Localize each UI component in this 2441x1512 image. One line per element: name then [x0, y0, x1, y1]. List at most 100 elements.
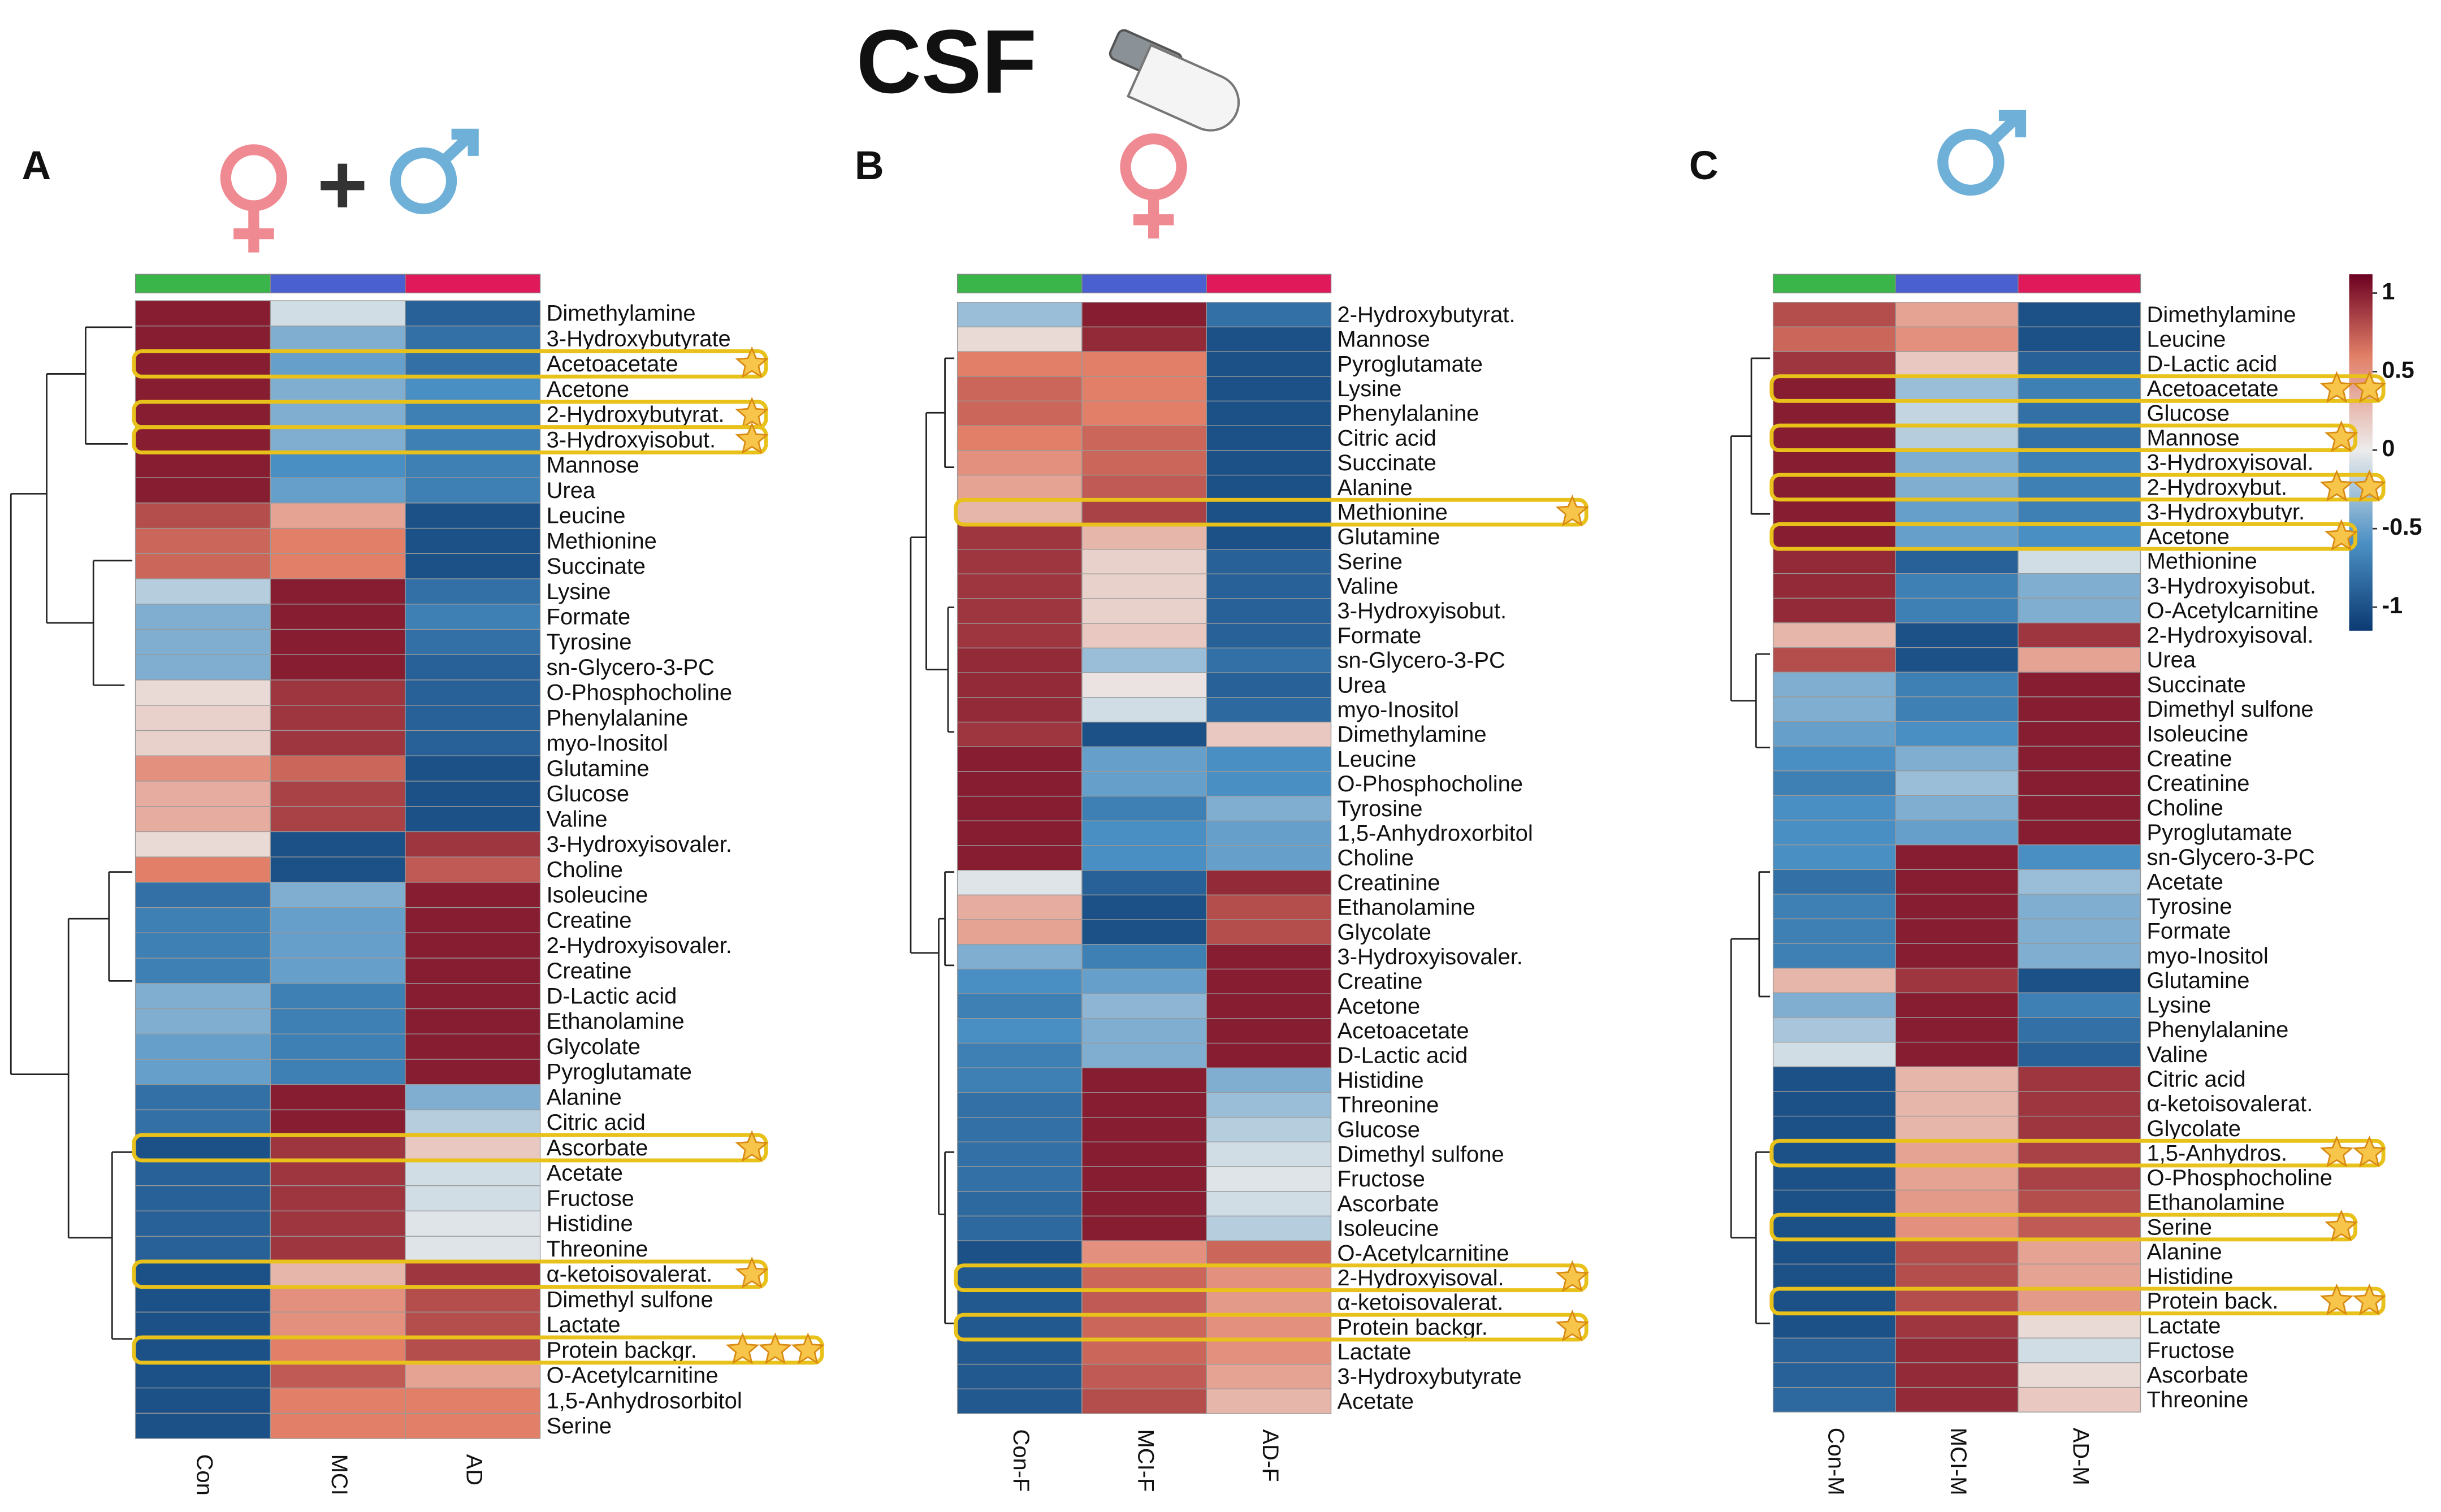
heatmap-cell	[1772, 425, 1896, 451]
highlight-box	[132, 1133, 768, 1163]
heatmap-cell	[1206, 1166, 1332, 1192]
row-label: Pyroglutamate	[2147, 820, 2292, 845]
heatmap-cell	[1206, 1141, 1332, 1167]
row-label: 2-Hydroxyisoval.	[2147, 623, 2314, 648]
heatmap-cell	[135, 629, 271, 655]
heatmap-cell	[2018, 499, 2141, 525]
heatmap-cell	[1081, 499, 1207, 525]
row-label: Lactate	[547, 1312, 621, 1337]
row-label: Dimethylamine	[547, 301, 696, 326]
heatmap-cell	[1895, 1313, 2019, 1339]
heatmap-cell	[2018, 1239, 2141, 1265]
heatmap-cell	[405, 958, 541, 984]
row-label: Dimethylamine	[1338, 722, 1487, 747]
heatmap-cell	[1206, 499, 1332, 525]
heatmap-cell	[957, 1363, 1083, 1389]
row-label: Choline	[547, 857, 623, 882]
heatmap-cell	[1895, 1066, 2019, 1092]
row-label: Leucine	[547, 504, 626, 528]
heatmap-cell	[1081, 894, 1207, 920]
row-label: Methionine	[2147, 549, 2257, 574]
column-label: Con-M	[1823, 1428, 1848, 1496]
row-label: Creatine	[547, 908, 632, 933]
row-label: α-ketoisovalerat.	[547, 1262, 713, 1287]
highlight-box	[954, 1312, 1589, 1342]
heatmap-cell	[1206, 1289, 1332, 1315]
row-label: Leucine	[2147, 327, 2226, 352]
heatmap-cell	[1772, 1165, 1896, 1191]
heatmap-cell	[1772, 1362, 1896, 1388]
heatmap-cell	[270, 1387, 406, 1414]
highlight-box	[1769, 374, 2386, 403]
heatmap-cell	[1772, 918, 1896, 944]
heatmap-cell	[1772, 869, 1896, 895]
heatmap-cell	[1772, 844, 1896, 870]
heatmap-cell	[1895, 449, 2019, 475]
heatmap-cell	[135, 426, 271, 453]
heatmap-cell	[405, 1236, 541, 1262]
heatmap-cell	[1081, 425, 1207, 451]
heatmap-cell	[135, 1134, 271, 1161]
heatmap-cell	[1081, 524, 1207, 550]
heatmap-cell	[957, 795, 1083, 822]
heatmap-cell	[1206, 450, 1332, 476]
heatmap-cell	[270, 426, 406, 453]
heatmap-cell	[270, 300, 406, 327]
heatmap-cell	[1895, 351, 2019, 377]
heatmap-cell	[270, 477, 406, 504]
row-label: Creatine	[547, 959, 632, 984]
heatmap-cell	[1081, 1018, 1207, 1044]
column-color-bar	[1206, 274, 1332, 293]
heatmap-cell	[270, 907, 406, 934]
heatmap-cell	[1206, 549, 1332, 575]
heatmap-cell	[1081, 400, 1207, 426]
heatmap-cell	[1895, 869, 2019, 895]
row-label: Ascorbate	[2147, 1363, 2249, 1388]
heatmap-cell	[135, 1337, 271, 1363]
heatmap-cell	[270, 958, 406, 984]
star	[1555, 1309, 1589, 1342]
star	[2352, 1135, 2386, 1168]
heatmap-cell	[2018, 1165, 2141, 1191]
heatmap-cell	[405, 1084, 541, 1111]
heatmap-cell	[135, 1362, 271, 1389]
row-label: Histidine	[1338, 1068, 1424, 1093]
heatmap-cell	[1206, 1314, 1332, 1340]
heatmap-cell	[1895, 671, 2019, 697]
row-label: Histidine	[2147, 1264, 2234, 1289]
star	[1555, 1260, 1589, 1292]
colorbar-tick-label: 1	[2382, 278, 2395, 304]
star	[735, 422, 769, 454]
heatmap-cell	[2018, 548, 2141, 574]
heatmap-cell	[405, 882, 541, 908]
row-label: Tyrosine	[1338, 796, 1423, 821]
heatmap-cell	[1895, 375, 2019, 401]
heatmap-cell	[1206, 524, 1332, 550]
heatmap-cell	[1772, 647, 1896, 673]
heatmap-cell	[2018, 622, 2141, 648]
colorbar-tick-label: -1	[2382, 592, 2403, 618]
heatmap-cell	[1772, 671, 1896, 697]
heatmap-cell	[1895, 1239, 2019, 1265]
heatmap-cell	[1081, 1314, 1207, 1340]
heatmap-cell	[1895, 573, 2019, 599]
highlight-box	[954, 497, 1589, 527]
star	[2325, 1209, 2358, 1242]
row-label: 3-Hydroxybutyr.	[2147, 500, 2305, 525]
heatmap-cell	[270, 578, 406, 605]
heatmap-cell	[1772, 770, 1896, 796]
row-label: 1,5-Anhydros.	[2147, 1141, 2288, 1166]
heatmap-cell	[1081, 376, 1207, 402]
heatmap-cell	[2018, 1017, 2141, 1043]
heatmap-cell	[405, 1109, 541, 1136]
heatmap-cell	[957, 919, 1083, 945]
row-label: 2-Hydroxybutyrat.	[1338, 302, 1516, 327]
heatmap-cell	[1206, 771, 1332, 797]
row-label: Creatine	[2147, 746, 2232, 771]
heatmap-cell	[957, 845, 1083, 871]
column-color-bar	[1081, 274, 1207, 293]
column-color-bar	[1772, 274, 1896, 293]
heatmap-cell	[2018, 894, 2141, 920]
heatmap-cell	[957, 1388, 1083, 1414]
